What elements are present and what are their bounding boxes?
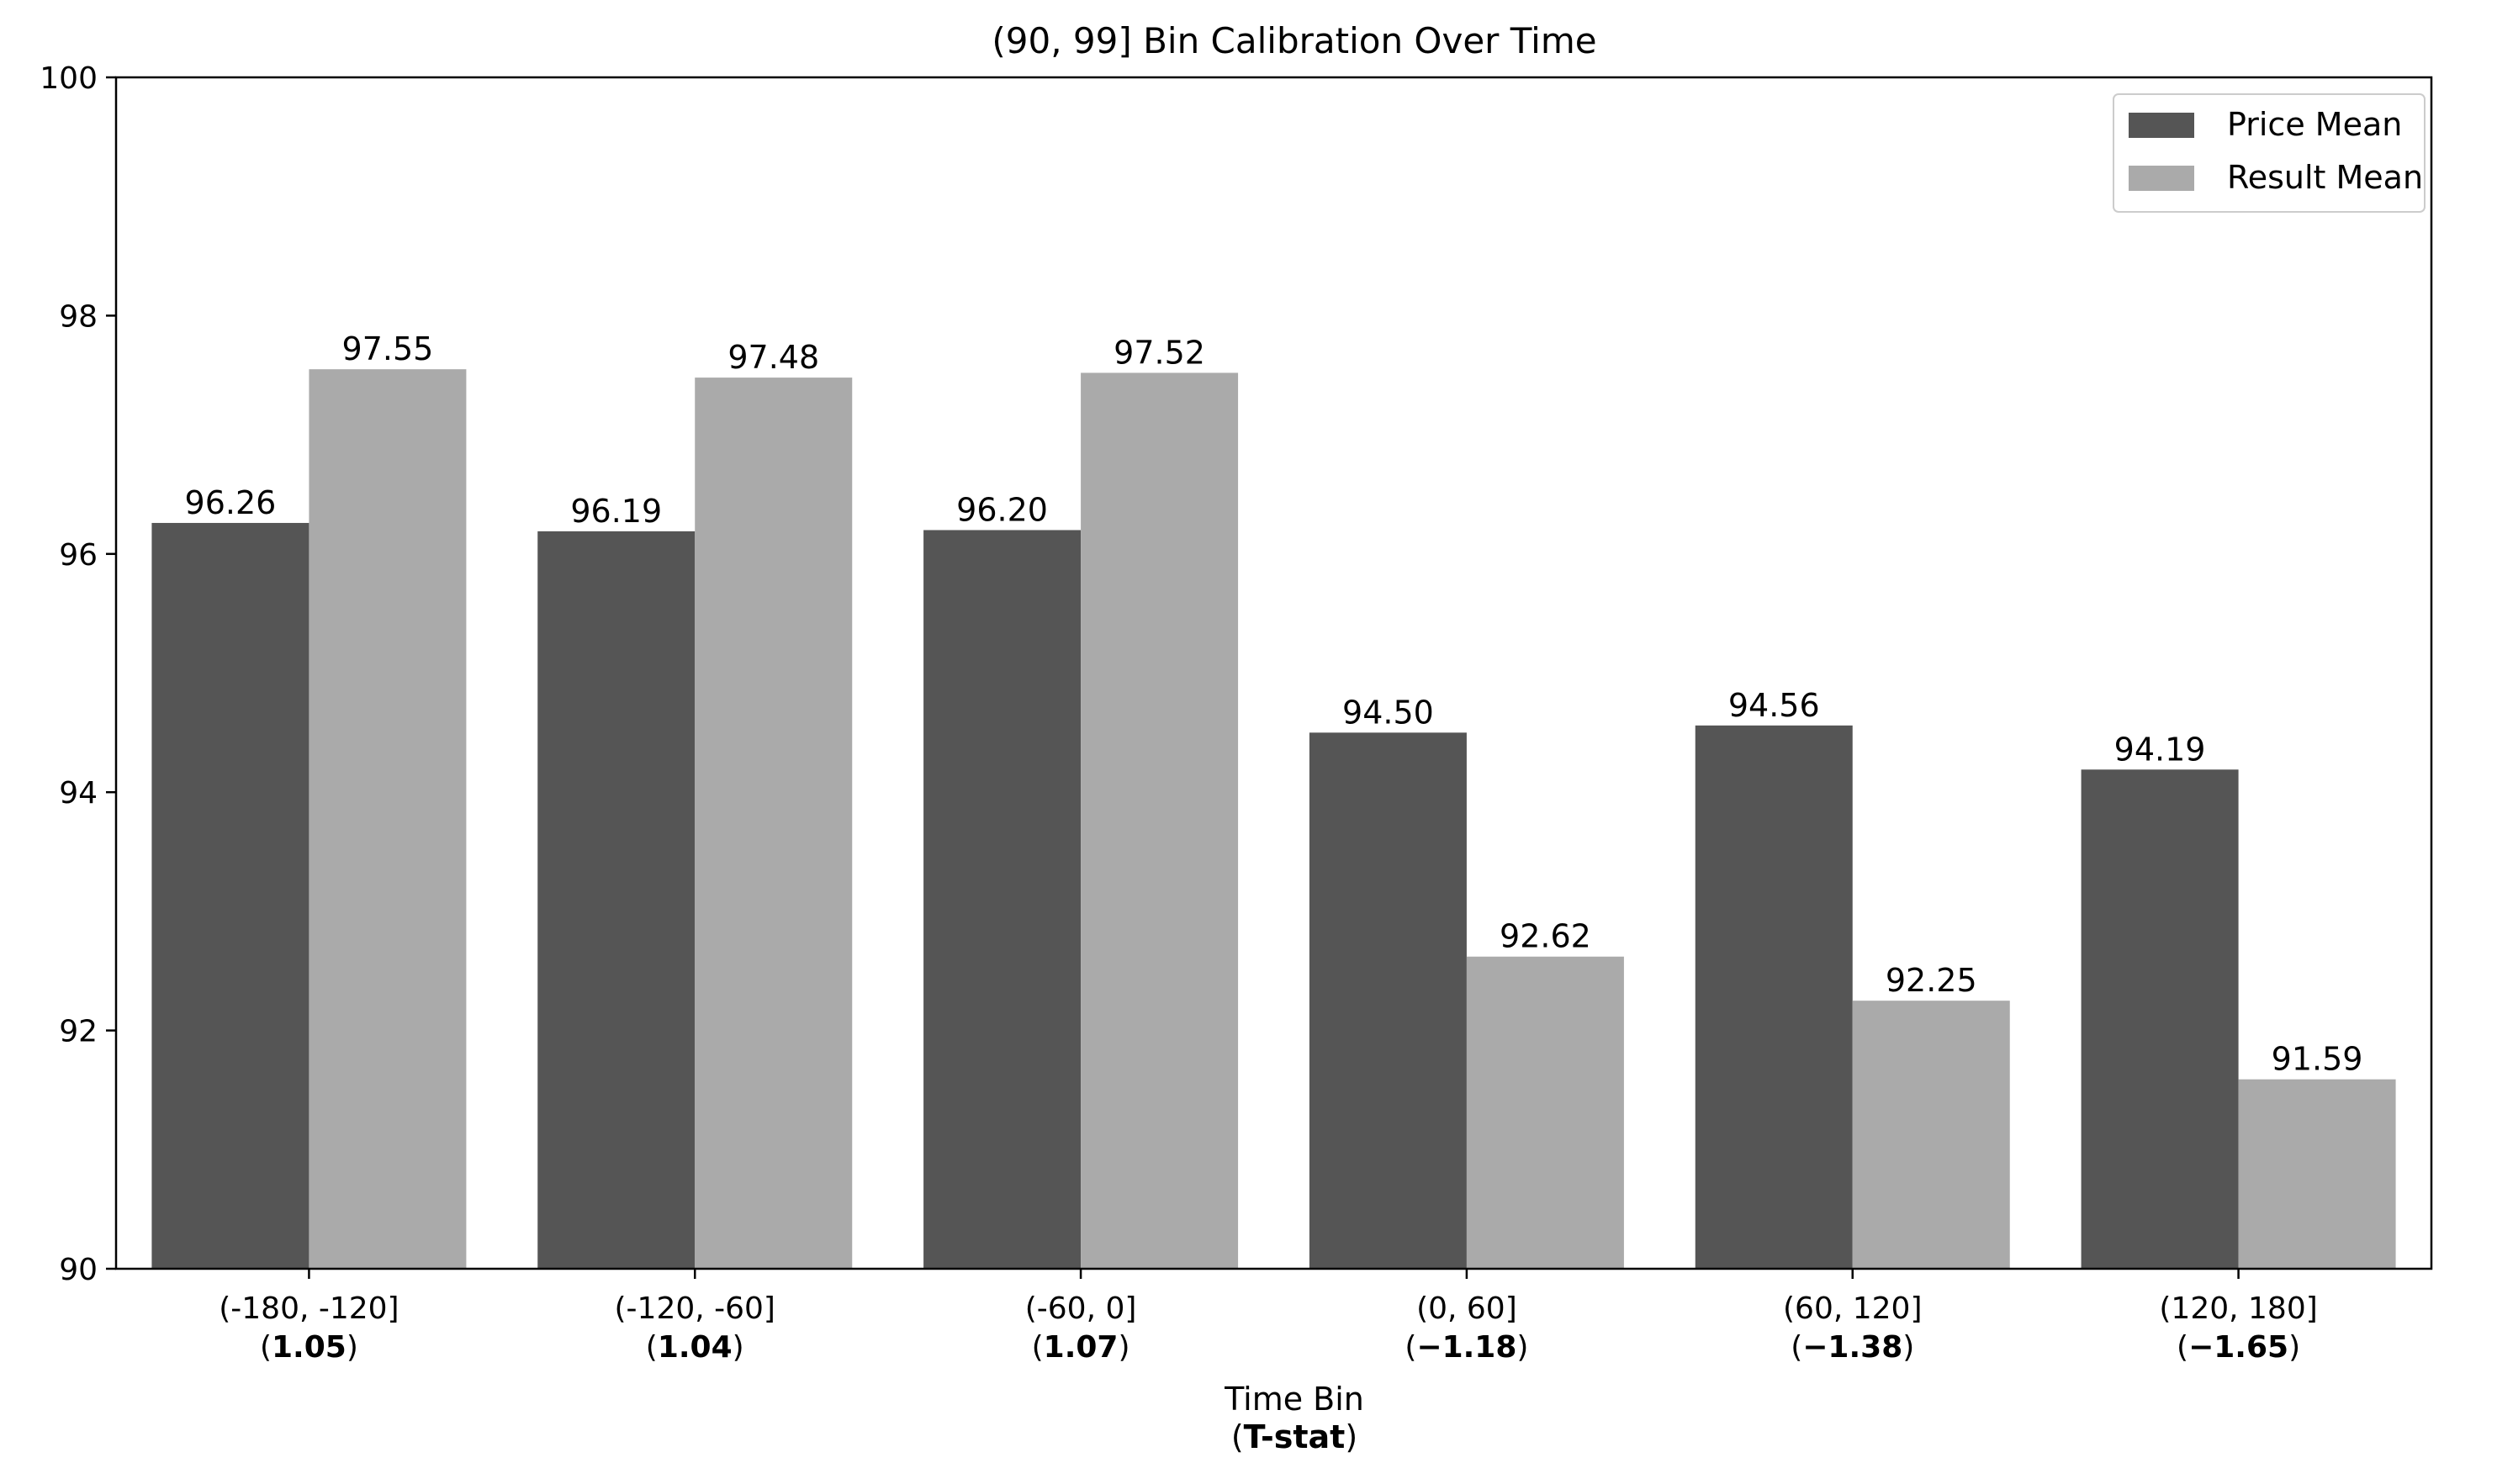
bar-value-label: 96.19 [570, 493, 662, 530]
y-tick-label: 90 [59, 1253, 98, 1287]
x-axis: (-180, -120] (1.05) (-120, -60] (1.04) (-60,… [219, 1269, 2318, 1365]
y-tick-label: 94 [59, 776, 98, 811]
plot-frame [114, 76, 2433, 1270]
legend-label: Result Mean [2227, 159, 2423, 196]
x-axis-subtitle-bold: T-stat [1244, 1418, 1346, 1455]
legend: Price Mean Result Mean [2113, 93, 2426, 213]
y-tick-label: 100 [40, 61, 98, 96]
chart-title: (90, 99] Bin Calibration Over Time [992, 20, 1596, 61]
x-axis-title: Time Bin [1224, 1381, 1364, 1418]
bar-price-mean [2081, 769, 2239, 1269]
bar-value-label: 96.26 [185, 484, 277, 521]
y-tick-label: 96 [59, 538, 98, 573]
x-tick-label: (60, 120] [1783, 1291, 1923, 1326]
legend-swatch [2129, 113, 2194, 138]
x-tick-tstat: (1.07) [1032, 1330, 1130, 1365]
bar-value-label: 94.50 [1342, 694, 1434, 731]
x-tick-label: (-180, -120] [219, 1291, 399, 1326]
x-axis-subtitle: (T-stat) [1231, 1418, 1357, 1455]
x-axis-subtitle-open: ( [1231, 1418, 1244, 1455]
bar-value-label: 92.62 [1500, 918, 1591, 955]
y-axis: 90 92 94 96 98 100 [40, 61, 116, 1287]
bar-value-label: 94.19 [2114, 731, 2206, 768]
x-tick-label: (-60, 0] [1025, 1291, 1137, 1326]
x-tick-tstat: (1.05) [260, 1330, 358, 1365]
bar-value-label: 97.48 [727, 339, 819, 376]
bars-layer: 96.26 97.55 96.19 97.48 96.20 97.52 94.50 92.62… [151, 330, 2396, 1270]
bar-result-mean [1852, 1001, 2010, 1269]
legend-swatch [2129, 166, 2194, 191]
x-tick-label: (120, 180] [2159, 1291, 2317, 1326]
bar-result-mean [1081, 372, 1239, 1269]
y-tick-label: 98 [59, 299, 98, 334]
x-tick-tstat: (−1.18) [1405, 1330, 1528, 1365]
x-tick-label: (0, 60] [1416, 1291, 1517, 1326]
x-axis-subtitle-close: ) [1345, 1418, 1357, 1455]
bar-value-label: 94.56 [1728, 687, 1820, 724]
bar-result-mean [2238, 1079, 2396, 1269]
bar-price-mean [1695, 725, 1853, 1269]
x-tick-tstat: (−1.38) [1791, 1330, 1914, 1365]
bar-result-mean [309, 369, 467, 1269]
x-tick-tstat: (1.04) [646, 1330, 744, 1365]
bar-result-mean [1466, 956, 1624, 1269]
bar-price-mean [1309, 732, 1467, 1269]
bar-price-mean [537, 531, 696, 1269]
bar-value-label: 92.25 [1886, 962, 1977, 999]
bar-result-mean [695, 378, 853, 1270]
x-tick-label: (-120, -60] [615, 1291, 775, 1326]
bar-price-mean [923, 530, 1082, 1269]
x-tick-tstat: (−1.65) [2177, 1330, 2300, 1365]
bar-value-label: 97.55 [342, 330, 434, 367]
bar-value-label: 97.52 [1114, 334, 1205, 371]
bar-price-mean [151, 522, 309, 1269]
bar-value-label: 96.20 [956, 491, 1048, 528]
bar-value-label: 91.59 [2272, 1041, 2363, 1078]
y-tick-label: 92 [59, 1015, 98, 1049]
legend-label: Price Mean [2227, 106, 2402, 143]
